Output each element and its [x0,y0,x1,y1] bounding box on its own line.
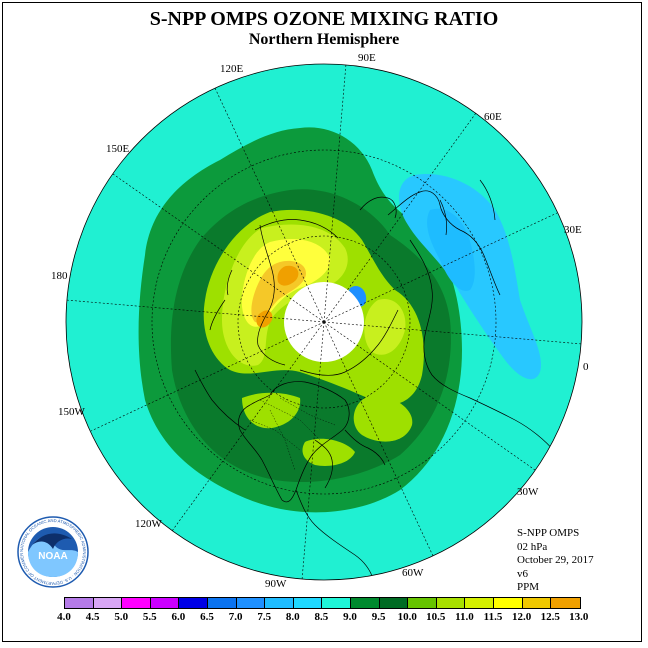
colorbar-label: 9.0 [343,611,357,623]
colorbar-swatch [236,598,266,608]
colorbar-label: 8.5 [314,611,329,623]
colorbar-label: 8.0 [285,611,300,623]
lon-label-90w: 90W [265,578,287,590]
lon-label-60e: 60E [484,111,502,123]
colorbar-label: 7.0 [228,611,243,623]
info-date: October 29, 2017 [517,554,594,566]
colorbar-label: 5.5 [142,611,157,623]
colorbar-label: 9.5 [371,611,386,623]
graticule [65,63,583,581]
colorbar-label: 4.0 [57,611,71,623]
lon-label-30e: 30E [564,224,582,236]
colorbar-labels: 4.0 4.5 5.0 5.5 6.0 6.5 7.0 7.5 8.0 8.5 9.0 9.5 10.0… [52,611,592,625]
svg-text:NOAA: NOAA [38,551,67,562]
contour-11-5 [277,265,299,286]
colorbar-swatch [207,598,237,608]
contour-9-5-east [353,395,413,442]
lon-label-150w: 150W [58,406,86,418]
coastlines [194,179,556,580]
lon-label-120e: 120E [220,63,244,75]
colorbar-label: 10.0 [397,611,417,623]
colorbar-label: 13.0 [569,611,589,623]
map-info: S-NPP OMPS 02 hPa October 29, 2017 v6 PP… [517,527,594,595]
info-instrument: S-NPP OMPS [517,527,580,539]
colorbar-swatch [179,598,208,608]
colorbar-label: 5.0 [114,611,129,623]
colorbar-swatch [122,598,151,608]
colorbar-swatch [350,598,380,608]
colorbar-label: 6.5 [200,611,214,623]
colorbar-swatch [436,598,466,608]
map-title: S-NPP OMPS OZONE MIXING RATIO [149,8,499,30]
lon-label-90e: 90E [358,52,376,64]
colorbar-swatch [65,598,94,608]
colorbar-label: 11.0 [455,611,474,623]
colorbar [64,597,581,609]
lon-label-180: 180 [51,270,68,282]
map-subtitle: Northern Hemisphere [248,31,400,48]
colorbar-swatch [493,598,523,608]
colorbar-swatch [322,598,351,608]
lon-label-150e: 150E [106,143,130,155]
colorbar-swatch [379,598,409,608]
colorbar-label: 12.0 [511,611,532,623]
colorbar-swatch [293,598,323,608]
noaa-logo: NOAA NATIONAL OCEANIC AND ATMOSPHERIC AD… [16,515,89,588]
lon-label-120w: 120W [135,518,163,530]
colorbar-swatch [551,598,580,608]
info-units: PPM [517,581,540,593]
lon-label-60w: 60W [402,567,424,579]
colorbar-label: 11.5 [483,611,503,623]
contour-7-0 [427,208,475,291]
info-pressure: 02 hPa [517,540,548,553]
colorbar-label: 12.5 [540,611,560,623]
colorbar-swatch [150,598,180,608]
colorbar-swatch [265,598,294,608]
lon-label-30w: 30W [517,486,539,498]
state-borders [249,397,336,471]
lon-label-0: 0 [583,361,589,373]
colorbar-swatch [522,598,552,608]
colorbar-label: 6.0 [171,611,186,623]
colorbar-label: 10.5 [426,611,446,623]
colorbar-swatch [93,598,123,608]
info-version: v6 [517,567,528,580]
colorbar-label: 4.5 [85,611,100,623]
colorbar-swatch [408,598,437,608]
colorbar-label: 7.5 [257,611,272,623]
longitude-labels: 90E 60E 30E 0 30W 60W 90W 120W 150W 180 … [51,52,589,590]
colorbar-swatch [465,598,494,608]
map-boundary [65,63,583,581]
